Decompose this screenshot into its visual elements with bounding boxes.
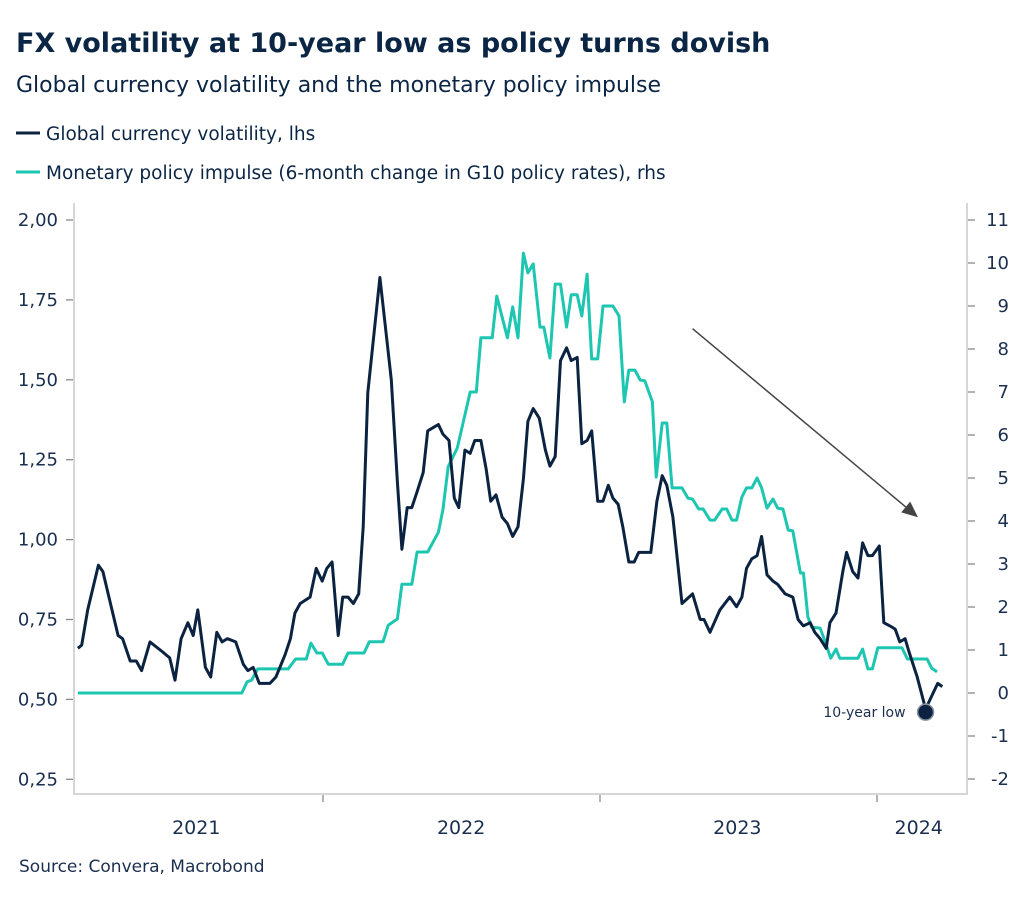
left-axis-tick-label: 1,00 xyxy=(18,530,58,551)
right-axis-tick-label: 8 xyxy=(998,339,1009,360)
x-axis-year-label: 2024 xyxy=(895,817,943,839)
trend-arrow-line xyxy=(692,328,907,508)
low-marker-label: 10-year low xyxy=(823,705,905,721)
series-line-impulse xyxy=(77,251,938,695)
x-axis-year-label: 2023 xyxy=(713,817,761,839)
legend-label-impulse: Monetary policy impulse (6-month change … xyxy=(46,163,666,184)
left-axis-tick-label: 2,00 xyxy=(18,210,58,231)
chart-title: FX volatility at 10-year low as policy t… xyxy=(16,28,770,59)
right-axis-tick-label: 0 xyxy=(998,683,1009,704)
x-axis-year-label: 2022 xyxy=(437,817,485,839)
low-marker-dot xyxy=(916,703,935,721)
left-axis-tick-label: 0,50 xyxy=(18,689,58,710)
right-axis-tick-label: 10 xyxy=(986,253,1009,274)
right-axis-tick-label: 5 xyxy=(998,468,1009,489)
x-axis-year-label: 2021 xyxy=(172,817,220,839)
series-lines xyxy=(76,251,944,711)
right-axis-tick-label: 3 xyxy=(998,554,1009,575)
plot-frame xyxy=(73,203,968,795)
right-axis-tick-label: -1 xyxy=(991,726,1009,747)
chart-subtitle: Global currency volatility and the monet… xyxy=(16,73,661,98)
left-axis-tick-label: 1,25 xyxy=(18,450,58,471)
right-axis-tick-label: 2 xyxy=(998,597,1009,618)
right-axis-tick-label: -2 xyxy=(991,769,1009,790)
right-axis-tick-label: 1 xyxy=(998,640,1009,661)
left-axis-tick-label: 1,75 xyxy=(18,290,58,311)
x-axis: 2021 2022 2023 2024 xyxy=(172,795,943,839)
left-axis-tick-label: 0,25 xyxy=(18,769,58,790)
series-line-volatility xyxy=(76,276,944,711)
right-axis-tick-label: 9 xyxy=(998,296,1009,317)
right-axis-tick-label: 7 xyxy=(998,382,1009,403)
trend-arrow-head-icon xyxy=(901,501,918,518)
left-axis-tick-label: 0,75 xyxy=(18,610,58,631)
legend-label-volatility: Global currency volatility, lhs xyxy=(46,124,315,145)
left-axis-tick-label: 1,50 xyxy=(18,370,58,391)
legend: Global currency volatility, lhs Monetary… xyxy=(16,124,666,184)
right-axis-tick-label: 4 xyxy=(998,511,1009,532)
right-axis-tick-label: 6 xyxy=(998,425,1009,446)
source-note: Source: Convera, Macrobond xyxy=(19,857,265,877)
left-axis: 2,00 1,75 1,50 1,25 1,00 0,75 0,50 0,25 xyxy=(18,210,73,790)
right-axis-tick-label: 11 xyxy=(986,210,1009,231)
annotations: 10-year low xyxy=(692,328,935,721)
